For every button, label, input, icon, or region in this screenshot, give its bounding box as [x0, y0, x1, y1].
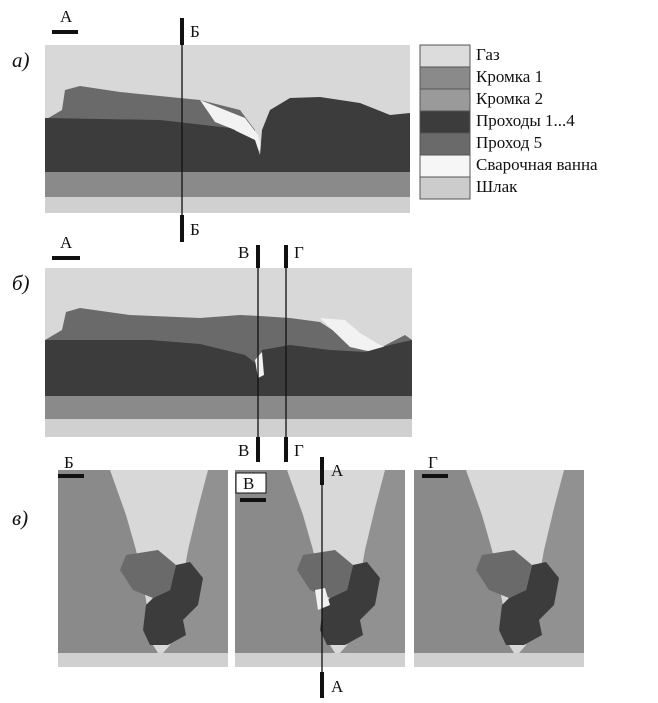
section-label: А	[60, 233, 73, 252]
legend-item: Шлак	[476, 177, 518, 196]
panel-a: а) А Б Б	[12, 7, 410, 242]
legend-item: Кромка 2	[476, 89, 543, 108]
cut-label: А	[331, 677, 344, 696]
legend: Газ Кромка 1 Кромка 2 Проходы 1...4 Прох…	[419, 44, 598, 200]
section-label: Г	[428, 453, 438, 472]
cut-label: В	[238, 243, 249, 262]
panel-label: б)	[12, 271, 30, 295]
legend-item: Кромка 1	[476, 67, 543, 86]
panel-label: а)	[12, 48, 30, 72]
legend-item: Сварочная ванна	[476, 155, 598, 174]
legend-item: Газ	[476, 45, 500, 64]
cut-label: В	[238, 441, 249, 460]
legend-item: Проходы 1...4	[476, 111, 575, 130]
legend-item: Проход 5	[476, 133, 542, 152]
panel-c: в) Б В Г А А	[12, 453, 584, 698]
cut-label: Г	[294, 441, 304, 460]
panel-label: в)	[12, 506, 28, 530]
section-label: А	[60, 7, 73, 26]
cut-label: А	[331, 461, 344, 480]
panel-b: б) А В В Г Г	[12, 233, 412, 462]
section-label: В	[243, 474, 254, 493]
cut-label: Б	[190, 22, 200, 41]
section-label: Б	[64, 453, 74, 472]
cut-label: Б	[190, 220, 200, 239]
cut-label: Г	[294, 243, 304, 262]
